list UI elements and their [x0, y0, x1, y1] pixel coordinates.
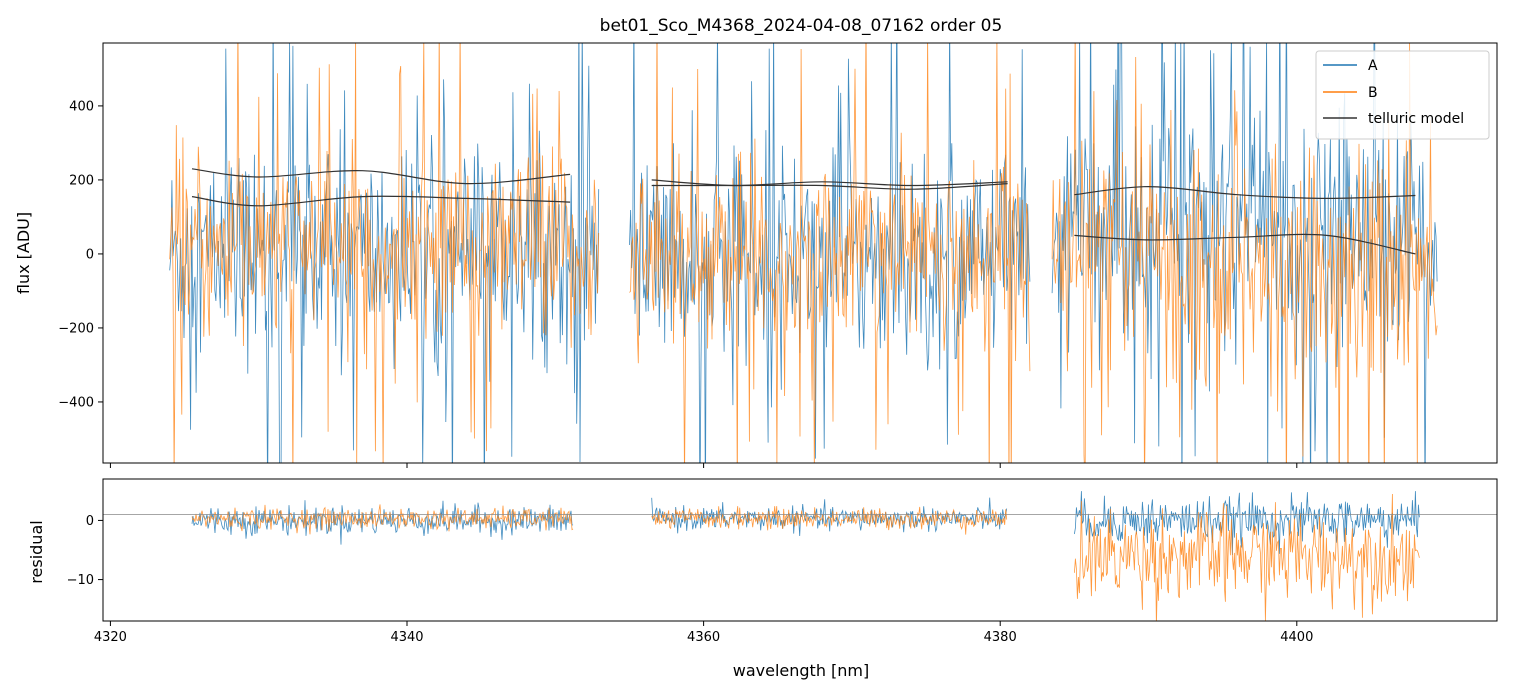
top-y-tick-label: 0 — [86, 247, 94, 262]
top-y-axis: −400 −200 0 200 400 — [58, 99, 103, 410]
bottom-plot-area — [103, 491, 1497, 621]
residual-b-segment-3 — [1074, 493, 1420, 621]
telluric-model-segment-2-1 — [651, 179, 1008, 187]
bottom-axes-frame — [102, 478, 1498, 622]
residual-a-segment-1 — [191, 500, 574, 545]
bottom-y-tick-label: 0 — [86, 514, 94, 529]
bottom-x-tick-label: 4340 — [390, 630, 423, 645]
legend-frame — [1315, 50, 1490, 140]
top-y-tick-label: 200 — [69, 173, 94, 188]
top-plot-area — [169, 43, 1438, 463]
series-b-segment-3 — [1051, 43, 1438, 463]
bottom-x-tick-label: 4320 — [94, 630, 127, 645]
top-y-tick-label: −200 — [58, 321, 94, 336]
legend: A B telluric model — [1315, 50, 1490, 140]
series-b-segment-1 — [169, 43, 600, 463]
residual-a-segment-3 — [1074, 491, 1420, 556]
bottom-y-axis-label: residual — [27, 520, 46, 583]
bottom-x-tick-label: 4400 — [1280, 630, 1313, 645]
telluric-model-segment-3-2 — [1074, 233, 1416, 255]
bottom-x-tick-label: 4360 — [687, 630, 720, 645]
bottom-x-axis: 4320 4340 4360 4380 4400 — [94, 621, 1313, 645]
top-y-axis-label: flux [ADU] — [14, 212, 33, 294]
legend-label-telluric: telluric model — [1368, 111, 1464, 127]
x-axis-label: wavelength [nm] — [733, 661, 870, 680]
bottom-panel: −10 0 4320 4340 4360 4380 4400 residual wavel… — [27, 478, 1498, 680]
telluric-model-segment-3-1 — [1074, 185, 1416, 200]
chart-title: bet01_Sco_M4368_2024-04-08_07162 order 0… — [600, 16, 1003, 36]
series-b-segment-2 — [629, 43, 1031, 463]
top-panel: −400 −200 0 200 400 flux [ADU] A B telluric … — [14, 42, 1498, 468]
top-x-axis — [109, 463, 1298, 468]
telluric-model-segment-1-1 — [191, 168, 571, 185]
legend-label-a: A — [1368, 58, 1378, 74]
legend-label-b: B — [1368, 85, 1378, 101]
residual-b-segment-1 — [191, 504, 574, 535]
telluric-model-segment-1-2 — [191, 195, 571, 207]
top-y-tick-label: −400 — [58, 395, 94, 410]
residual-b-segment-2 — [651, 506, 1008, 535]
top-y-tick-label: 400 — [69, 99, 94, 114]
top-axes-frame — [102, 42, 1498, 464]
telluric-model-segment-2-2 — [651, 183, 1008, 190]
bottom-y-axis: −10 0 — [67, 514, 103, 588]
bottom-y-tick-label: −10 — [67, 573, 94, 588]
bottom-x-tick-label: 4380 — [984, 630, 1017, 645]
